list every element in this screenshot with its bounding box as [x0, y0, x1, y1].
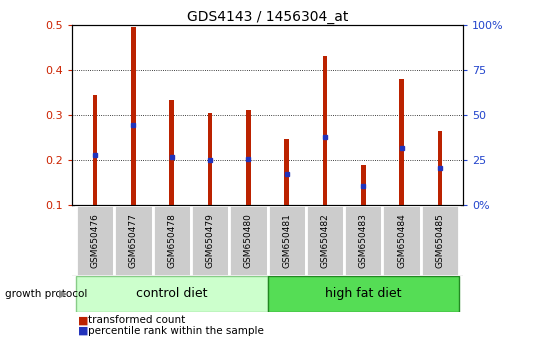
Bar [170, 100, 174, 205]
Text: control diet: control diet [136, 287, 208, 300]
Text: GSM650478: GSM650478 [167, 213, 176, 268]
Bar [421, 205, 459, 276]
Text: GSM650482: GSM650482 [320, 213, 330, 268]
Bar [438, 131, 442, 205]
Text: GSM650479: GSM650479 [205, 213, 215, 268]
Text: GSM650485: GSM650485 [435, 213, 444, 268]
Bar [361, 165, 365, 205]
Text: GSM650484: GSM650484 [397, 213, 406, 268]
Bar [268, 205, 306, 276]
Text: ■: ■ [78, 326, 88, 336]
Text: GSM650481: GSM650481 [282, 213, 291, 268]
Text: percentile rank within the sample: percentile rank within the sample [88, 326, 264, 336]
Text: high fat diet: high fat diet [325, 287, 401, 300]
Text: GSM650476: GSM650476 [91, 213, 100, 268]
Bar [131, 27, 136, 205]
Bar [246, 110, 251, 205]
Text: ▶: ▶ [59, 289, 68, 299]
Title: GDS4143 / 1456304_at: GDS4143 / 1456304_at [187, 10, 348, 24]
Bar [229, 205, 268, 276]
Bar [93, 95, 97, 205]
Bar [306, 205, 344, 276]
Bar [191, 205, 229, 276]
Text: growth protocol: growth protocol [5, 289, 88, 299]
Bar [268, 276, 459, 312]
Bar [399, 79, 404, 205]
Bar [344, 205, 383, 276]
Bar [208, 113, 212, 205]
Bar [284, 138, 289, 205]
Bar [76, 205, 114, 276]
Text: GSM650483: GSM650483 [359, 213, 368, 268]
Bar [323, 56, 327, 205]
Text: GSM650477: GSM650477 [129, 213, 138, 268]
Text: GSM650480: GSM650480 [244, 213, 253, 268]
Text: transformed count: transformed count [88, 315, 186, 325]
Text: ■: ■ [78, 315, 88, 325]
Bar [114, 205, 152, 276]
Bar [152, 205, 191, 276]
Bar [76, 276, 268, 312]
Bar [383, 205, 421, 276]
